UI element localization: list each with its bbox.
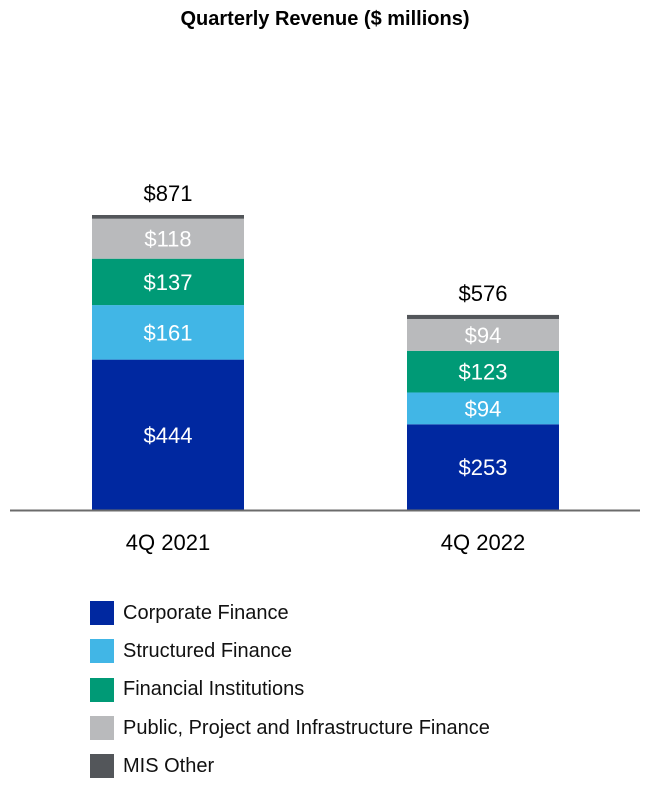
- bar-segment: [92, 359, 244, 510]
- legend-swatch: [90, 677, 114, 702]
- bar-segment: [407, 314, 559, 319]
- x-tick-label: 4Q 2022: [441, 530, 525, 555]
- data-label: $253: [459, 455, 508, 480]
- legend-label: Structured Finance: [123, 639, 292, 662]
- legend-swatch: [90, 716, 114, 741]
- legend-label: MIS Other: [123, 754, 215, 777]
- data-label: $161: [144, 320, 193, 345]
- data-label: $118: [144, 227, 191, 252]
- data-label: $123: [459, 360, 508, 385]
- bar-segment: [407, 424, 559, 510]
- legend-item: MIS Other: [90, 747, 490, 785]
- data-label: $94: [465, 396, 502, 421]
- legend-swatch: [90, 639, 114, 664]
- bar-segment: [92, 218, 244, 259]
- total-label: $871: [144, 181, 193, 206]
- legend-item: Public, Project and Infrastructure Finan…: [90, 709, 490, 747]
- bar-segment: [407, 392, 559, 425]
- chart-title: Quarterly Revenue ($ millions): [180, 8, 470, 30]
- legend-item: Financial Institutions: [90, 671, 490, 709]
- legend-label: Financial Institutions: [123, 678, 305, 701]
- total-label: $576: [459, 281, 508, 306]
- bar-segment: [92, 305, 244, 360]
- data-label: $137: [144, 270, 193, 295]
- legend-label: Corporate Finance: [123, 601, 289, 624]
- x-tick-label: 4Q 2021: [126, 530, 210, 555]
- legend-swatch: [90, 601, 114, 626]
- legend: Corporate Finance Structured Finance Finan…: [90, 594, 490, 785]
- bar-segment: [92, 215, 244, 219]
- data-label: $94: [465, 323, 502, 348]
- bar-segment: [407, 350, 559, 393]
- data-label: $444: [144, 423, 193, 448]
- legend-item: Corporate Finance: [90, 594, 490, 632]
- legend-item: Structured Finance: [90, 632, 490, 670]
- bar-segment: [92, 258, 244, 306]
- bar-segment: [407, 318, 559, 351]
- legend-label: Public, Project and Infrastructure Finan…: [123, 716, 490, 739]
- legend-swatch: [90, 754, 114, 779]
- stacked-bar-chart: $444 $161 $137 $118 $871 4Q 2021 $253 $94 $123 $9…: [10, 181, 640, 555]
